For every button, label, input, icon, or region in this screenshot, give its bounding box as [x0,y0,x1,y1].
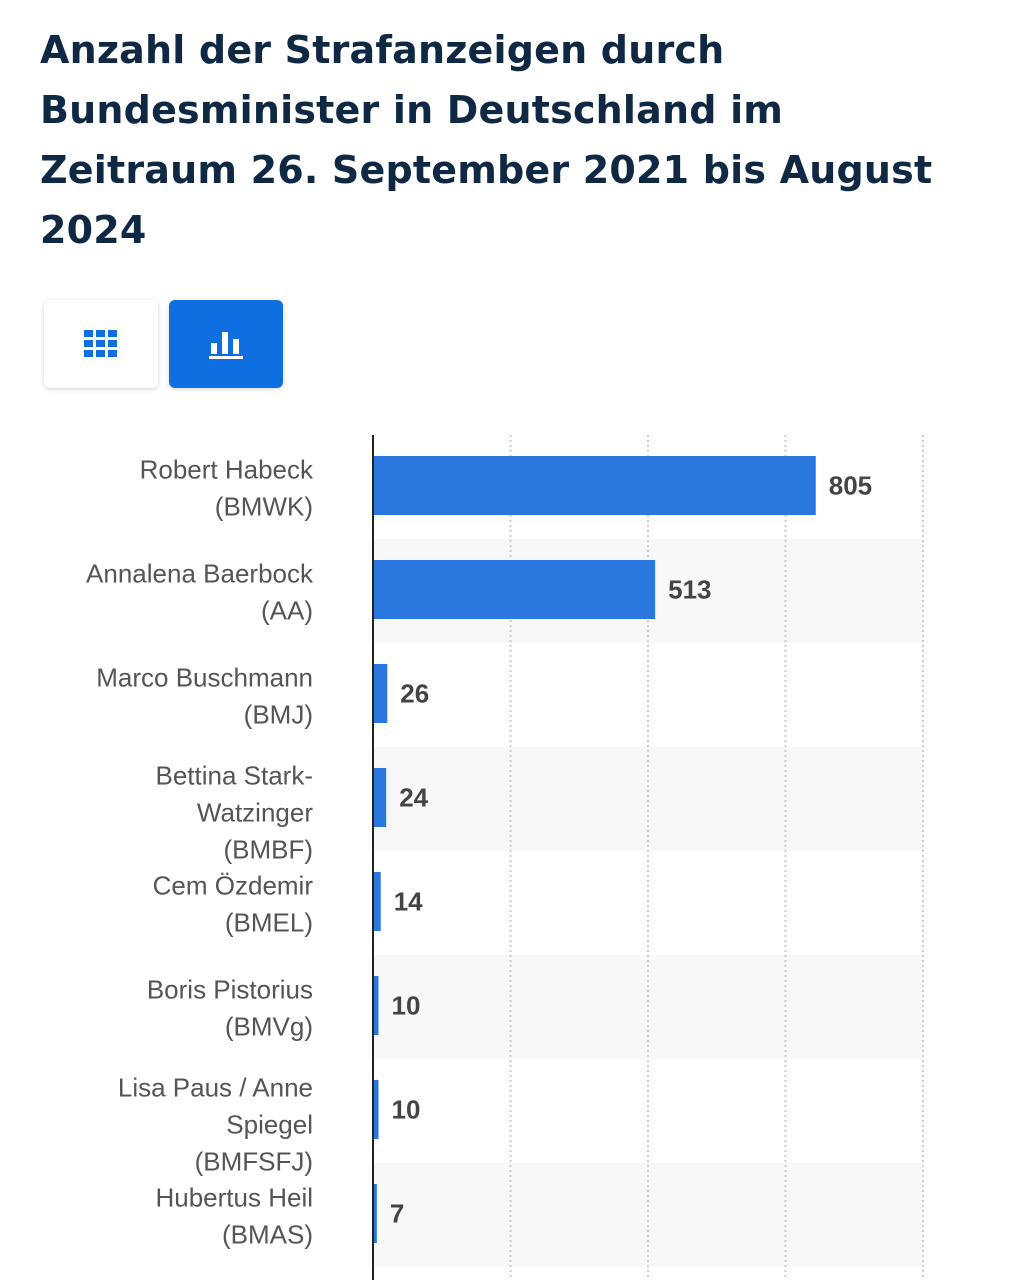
bar [373,976,379,1035]
bar [373,560,656,619]
category-label: Cem Özdemir [153,871,314,901]
category-label: Spiegel [226,1110,313,1140]
category-label: Robert Habeck [140,455,314,485]
bar [373,872,381,931]
data-label: 805 [829,471,872,501]
category-label: Annalena Baerbock [86,559,314,589]
category-label: Hubertus Heil [155,1183,313,1213]
bar [373,1080,379,1139]
data-label: 14 [394,887,423,917]
category-label: (BMAS) [222,1220,313,1250]
data-label: 7 [390,1199,404,1229]
bar [373,1184,377,1243]
category-label: (BMJ) [244,700,313,730]
data-label: 26 [400,679,429,709]
bar [373,664,388,723]
category-label: Marco Buschmann [96,663,313,693]
category-label: (BMEL) [225,908,313,938]
table-view-button[interactable] [44,300,158,388]
category-label: (AA) [261,596,313,626]
bar [373,768,387,827]
category-label: (BMFSFJ) [195,1147,313,1177]
data-label: 10 [392,1095,421,1125]
data-label: 513 [668,575,711,605]
chart-view-button[interactable] [169,300,283,388]
category-label: Lisa Paus / Anne [118,1073,313,1103]
category-label: Boris Pistorius [147,975,313,1005]
bar [373,456,816,515]
category-label: Bettina Stark- [155,761,313,791]
bar-chart-icon [209,332,243,359]
data-label: 10 [392,991,421,1021]
category-label: Watzinger [197,798,313,828]
data-label: 24 [399,783,428,813]
category-label: (BMWK) [215,492,313,522]
table-grid-icon [84,330,117,357]
chart-title: Anzahl der Strafanzeigen durch Bundesmin… [40,28,933,252]
category-label: (BMVg) [225,1012,313,1042]
category-label: (BMBF) [223,835,313,865]
row-band [373,747,923,851]
